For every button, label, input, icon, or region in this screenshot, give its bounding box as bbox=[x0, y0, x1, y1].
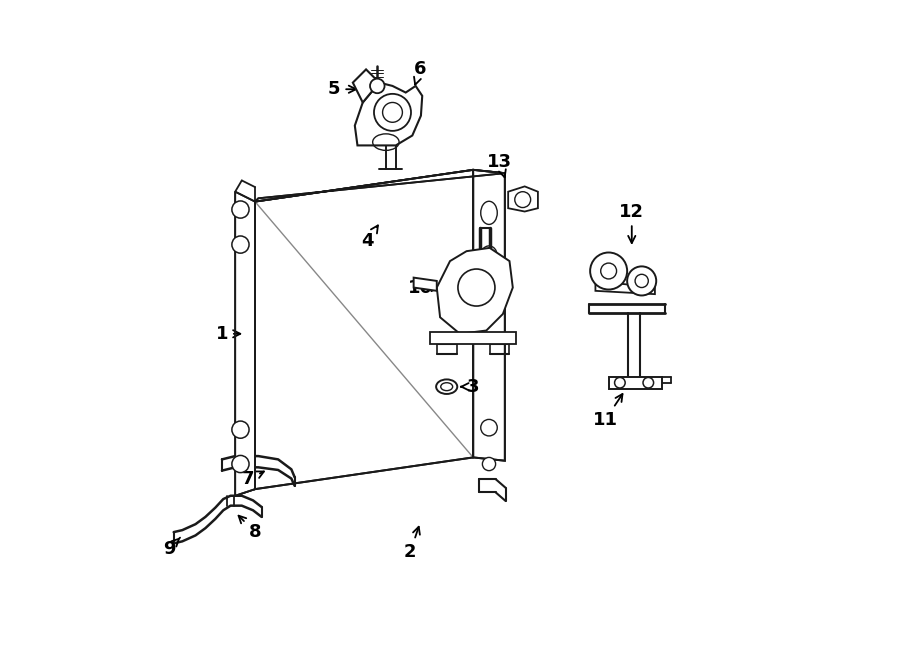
Circle shape bbox=[232, 455, 249, 473]
Polygon shape bbox=[355, 83, 422, 145]
Polygon shape bbox=[436, 248, 513, 334]
Circle shape bbox=[458, 269, 495, 306]
Circle shape bbox=[643, 377, 653, 388]
Polygon shape bbox=[235, 192, 255, 496]
Polygon shape bbox=[508, 186, 538, 212]
Circle shape bbox=[482, 457, 496, 471]
Polygon shape bbox=[608, 377, 662, 389]
Text: 2: 2 bbox=[404, 527, 420, 561]
Text: 11: 11 bbox=[593, 394, 623, 429]
Text: 3: 3 bbox=[461, 377, 480, 396]
Circle shape bbox=[374, 94, 411, 131]
Polygon shape bbox=[414, 278, 436, 291]
Text: 5: 5 bbox=[328, 80, 356, 98]
Polygon shape bbox=[353, 69, 379, 102]
Text: 13: 13 bbox=[487, 153, 512, 177]
Text: 1: 1 bbox=[216, 325, 240, 343]
Ellipse shape bbox=[436, 379, 457, 394]
Circle shape bbox=[635, 274, 648, 288]
Polygon shape bbox=[255, 170, 505, 202]
Text: 6: 6 bbox=[414, 60, 427, 85]
Circle shape bbox=[590, 253, 627, 290]
Polygon shape bbox=[596, 281, 655, 294]
Text: 12: 12 bbox=[619, 202, 644, 243]
Circle shape bbox=[600, 263, 617, 279]
Polygon shape bbox=[430, 332, 516, 344]
Circle shape bbox=[370, 79, 384, 93]
Text: 4: 4 bbox=[361, 225, 378, 251]
Text: 8: 8 bbox=[238, 516, 261, 541]
Circle shape bbox=[232, 236, 249, 253]
Circle shape bbox=[232, 201, 249, 218]
Circle shape bbox=[232, 421, 249, 438]
Polygon shape bbox=[473, 170, 505, 461]
Circle shape bbox=[615, 377, 626, 388]
Circle shape bbox=[627, 266, 656, 295]
Circle shape bbox=[515, 192, 531, 208]
Text: 10: 10 bbox=[408, 278, 439, 297]
Text: 9: 9 bbox=[163, 537, 180, 558]
Polygon shape bbox=[255, 170, 473, 489]
Circle shape bbox=[382, 102, 402, 122]
Text: 7: 7 bbox=[242, 470, 264, 488]
